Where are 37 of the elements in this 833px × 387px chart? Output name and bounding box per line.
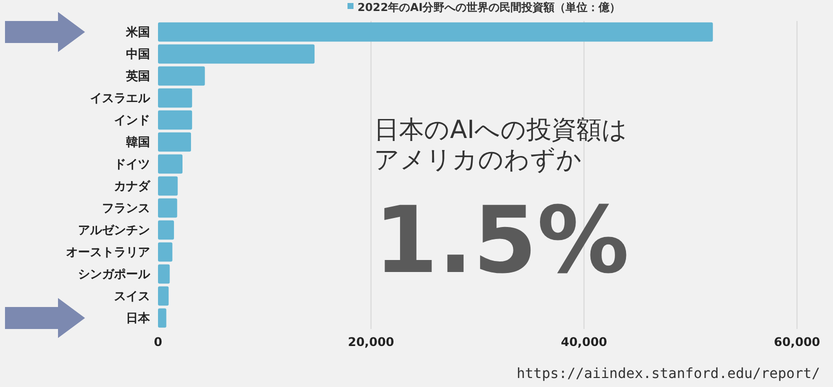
- bar: [158, 110, 192, 130]
- bar: [158, 22, 713, 42]
- annotation: 1.5%: [374, 187, 630, 294]
- y-tick-label: 英国: [125, 69, 150, 84]
- y-tick-label: イスラエル: [90, 91, 151, 106]
- x-tick-label: 0: [154, 335, 162, 349]
- y-tick-label: アルゼンチン: [78, 223, 150, 238]
- bar: [158, 176, 178, 196]
- bar: [158, 286, 169, 306]
- bar: [158, 198, 178, 218]
- x-tick-label: 60,000: [774, 335, 820, 349]
- y-tick-label: 米国: [125, 25, 150, 40]
- bar: [158, 308, 166, 328]
- bar: [158, 44, 315, 64]
- y-tick-label: 韓国: [126, 135, 150, 150]
- bar: [158, 220, 174, 240]
- bar: [158, 132, 192, 152]
- bar: [158, 66, 205, 86]
- y-tick-label: 中国: [126, 47, 150, 62]
- x-tick-label: 20,000: [348, 335, 394, 349]
- y-tick-label: ドイツ: [114, 157, 150, 172]
- legend-label: 2022年のAI分野への世界の民間投資額（単位：億）: [358, 0, 621, 14]
- bar: [158, 88, 192, 108]
- annotation: アメリカのわずか: [374, 145, 582, 174]
- bar: [158, 264, 170, 284]
- bar: [158, 242, 172, 262]
- bar: [158, 154, 182, 174]
- x-tick-label: 40,000: [560, 335, 608, 349]
- y-tick-label: フランス: [102, 201, 150, 216]
- y-tick-label: オーストラリア: [66, 245, 150, 260]
- y-tick-label: 日本: [126, 311, 151, 326]
- text: https://aiindex.stanford.edu/report/: [516, 366, 820, 382]
- y-tick-label: インド: [114, 113, 150, 128]
- y-tick-label: スイス: [114, 289, 150, 304]
- y-tick-label: カナダ: [114, 179, 151, 194]
- annotation: 日本のAIへの投資額は: [374, 115, 628, 144]
- y-tick-label: シンガポール: [78, 267, 151, 282]
